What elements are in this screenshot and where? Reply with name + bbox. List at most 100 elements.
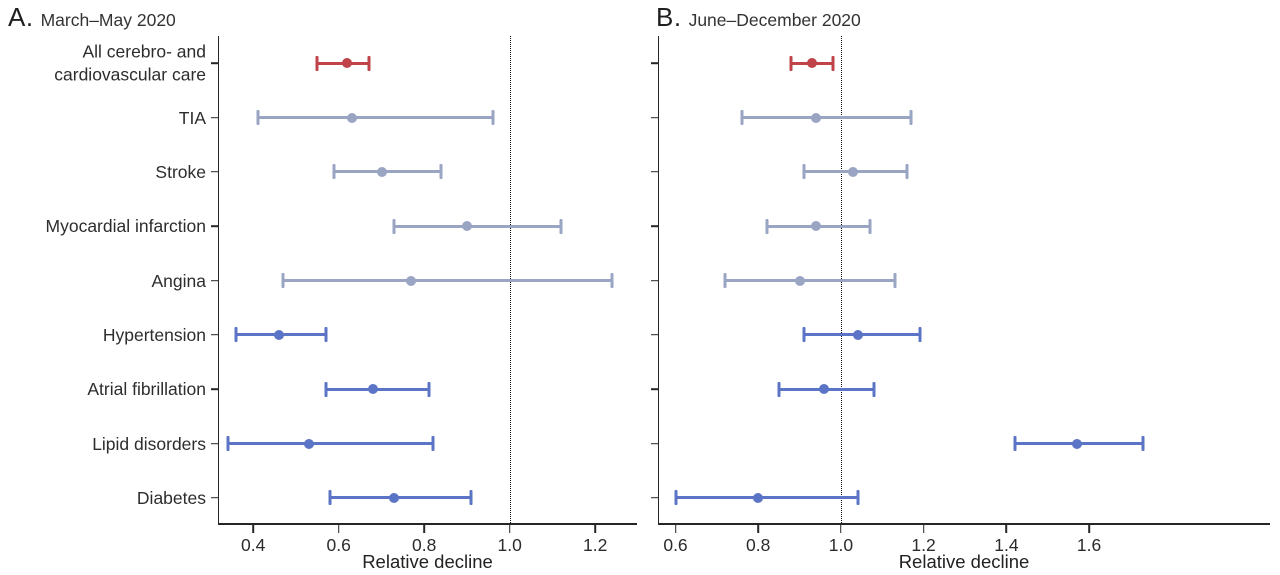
point-estimate xyxy=(367,384,378,395)
point-estimate xyxy=(794,275,805,286)
y-tick xyxy=(650,442,658,445)
category-label: Diabetes xyxy=(136,487,206,508)
category-label: Stroke xyxy=(155,161,206,182)
x-tick-label: 1.0 xyxy=(828,535,854,555)
point-estimate xyxy=(811,221,822,232)
x-tick xyxy=(1005,525,1008,533)
ci-lower-cap xyxy=(1013,436,1017,451)
ci-lower-cap xyxy=(802,327,806,343)
ci-lower-cap xyxy=(256,110,259,125)
ci-lower-cap xyxy=(315,55,319,71)
y-tick xyxy=(650,171,658,173)
ci-upper-cap xyxy=(491,110,495,125)
ci-upper-cap xyxy=(905,164,909,180)
ci-upper-cap xyxy=(439,164,443,180)
y-tick xyxy=(650,225,658,227)
ci-lower-cap xyxy=(765,218,768,234)
ci-lower-cap xyxy=(234,327,238,343)
x-tick xyxy=(423,525,425,533)
point-estimate xyxy=(819,384,830,395)
ci-upper-cap xyxy=(431,436,435,451)
x-tick-label: 0.8 xyxy=(412,535,437,555)
category-label: Lipid disorders xyxy=(92,433,206,454)
y-tick xyxy=(650,334,658,336)
x-tick-label: 0.6 xyxy=(326,535,351,555)
x-tick xyxy=(922,525,925,533)
point-estimate xyxy=(406,275,417,286)
ci-upper-cap xyxy=(469,490,473,506)
x-tick-label: 0.6 xyxy=(663,535,688,555)
ci-lower-cap xyxy=(324,381,328,397)
x-tick-label: 1.2 xyxy=(911,535,936,555)
y-tick xyxy=(210,225,218,227)
ci-upper-cap xyxy=(868,218,872,234)
panel-a-subtitle: March–May 2020 xyxy=(40,10,176,30)
category-label: Angina xyxy=(151,270,207,291)
panel-a-letter: A. xyxy=(8,2,34,32)
x-tick xyxy=(508,525,511,533)
panel-b: B. June–December 2020 0.6 0.8 1.0 1.2 1.4 1.6 … xyxy=(648,0,1280,575)
y-tick xyxy=(650,497,658,499)
panel-a: A. March–May 2020 All cerebro- and cardio… xyxy=(8,2,637,572)
ci-upper-cap xyxy=(427,381,430,397)
error-bar xyxy=(334,170,442,174)
ci-upper-cap xyxy=(610,273,614,288)
panel-a-title: A. March–May 2020 xyxy=(8,2,176,33)
x-tick-label: 1.4 xyxy=(994,535,1019,555)
error-bar xyxy=(741,116,912,119)
ci-upper-cap xyxy=(872,381,876,397)
ci-lower-cap xyxy=(802,164,806,180)
y-tick xyxy=(210,116,218,119)
ci-upper-cap xyxy=(367,55,371,71)
ci-upper-cap xyxy=(918,327,921,343)
panel-a-x-axis-label: Relative decline xyxy=(362,551,493,572)
point-estimate xyxy=(852,329,863,340)
point-estimate xyxy=(376,166,387,177)
category-label: Hypertension xyxy=(102,324,206,345)
x-tick xyxy=(337,525,340,533)
x-tick-label: 1.0 xyxy=(497,535,522,555)
ci-upper-cap xyxy=(893,273,897,288)
x-tick-label: 1.2 xyxy=(583,535,608,555)
category-label: TIA xyxy=(178,107,206,128)
x-tick-label: 1.6 xyxy=(1076,535,1102,555)
panel-b-x-axis-label: Relative decline xyxy=(898,551,1030,572)
point-estimate xyxy=(753,492,764,503)
ci-upper-cap xyxy=(559,218,563,234)
point-estimate xyxy=(273,329,284,340)
ci-lower-cap xyxy=(740,110,744,125)
error-bar xyxy=(283,279,613,282)
ci-lower-cap xyxy=(777,381,781,397)
ci-lower-cap xyxy=(281,273,285,288)
category-label: All cerebro- and cardiovascular care xyxy=(54,41,206,85)
x-tick-label: 0.8 xyxy=(746,535,771,555)
error-bar xyxy=(725,279,895,282)
point-estimate xyxy=(342,58,353,69)
y-tick xyxy=(650,116,658,119)
ci-upper-cap xyxy=(831,55,835,71)
error-bar xyxy=(394,224,561,228)
ci-upper-cap xyxy=(1141,436,1145,451)
y-tick xyxy=(210,62,218,64)
y-tick xyxy=(210,334,218,336)
y-tick xyxy=(650,388,658,390)
point-estimate xyxy=(848,166,859,177)
ci-lower-cap xyxy=(392,218,396,234)
y-tick xyxy=(650,279,658,282)
error-bar xyxy=(330,496,472,500)
ci-lower-cap xyxy=(789,55,793,71)
y-tick xyxy=(650,62,658,64)
panel-b-letter: B. xyxy=(656,2,682,32)
ci-upper-cap xyxy=(909,110,913,125)
category-label: Atrial fibrillation xyxy=(87,378,206,399)
panel-b-plot-area: 0.6 0.8 1.0 1.2 1.4 1.6 xyxy=(650,36,1270,555)
panel-a-plot-area: 0.4 0.6 0.8 1.0 1.2 xyxy=(210,36,637,555)
x-tick xyxy=(757,525,759,533)
y-tick xyxy=(210,171,218,173)
ci-lower-cap xyxy=(723,273,727,288)
x-tick xyxy=(252,525,254,533)
y-tick xyxy=(210,388,218,390)
ci-lower-cap xyxy=(674,490,677,506)
point-estimate xyxy=(807,58,817,69)
error-bar xyxy=(227,442,433,445)
